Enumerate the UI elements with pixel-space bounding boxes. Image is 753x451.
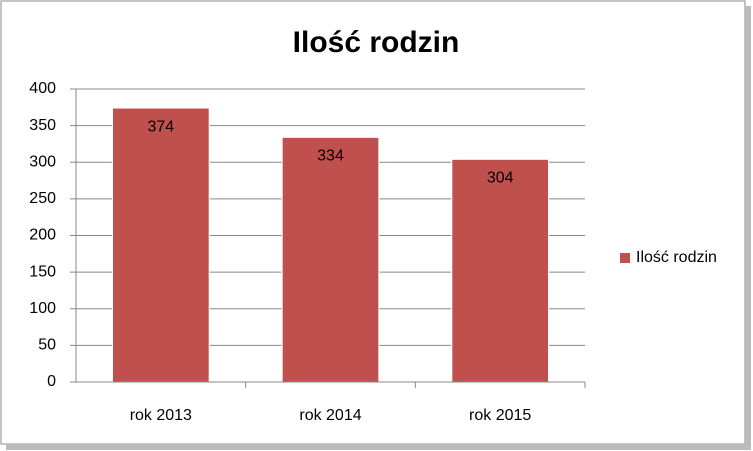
y-tick-label: 150	[29, 263, 56, 280]
legend-swatch	[620, 253, 630, 263]
x-tick-label: rok 2013	[130, 407, 192, 424]
y-tick-label: 100	[29, 300, 56, 317]
legend-label: Ilość rodzin	[636, 249, 717, 266]
frame-shadow	[745, 6, 751, 449]
y-tick-label: 400	[29, 80, 56, 97]
bar	[281, 136, 380, 383]
chart-title: Ilość rodzin	[293, 26, 460, 59]
y-tick-label: 50	[38, 337, 56, 354]
x-tick-label: rok 2014	[299, 407, 361, 424]
data-label: 304	[487, 170, 514, 187]
data-label: 334	[317, 148, 344, 165]
bar	[111, 107, 210, 383]
data-label: 374	[147, 118, 174, 135]
y-tick-label: 0	[47, 373, 56, 390]
bar	[451, 158, 550, 383]
y-tick-label: 350	[29, 117, 56, 134]
y-tick-label: 250	[29, 190, 56, 207]
frame-shadow	[6, 444, 751, 450]
y-tick-label: 200	[29, 227, 56, 244]
y-tick-label: 300	[29, 153, 56, 170]
x-tick-label: rok 2015	[469, 407, 531, 424]
